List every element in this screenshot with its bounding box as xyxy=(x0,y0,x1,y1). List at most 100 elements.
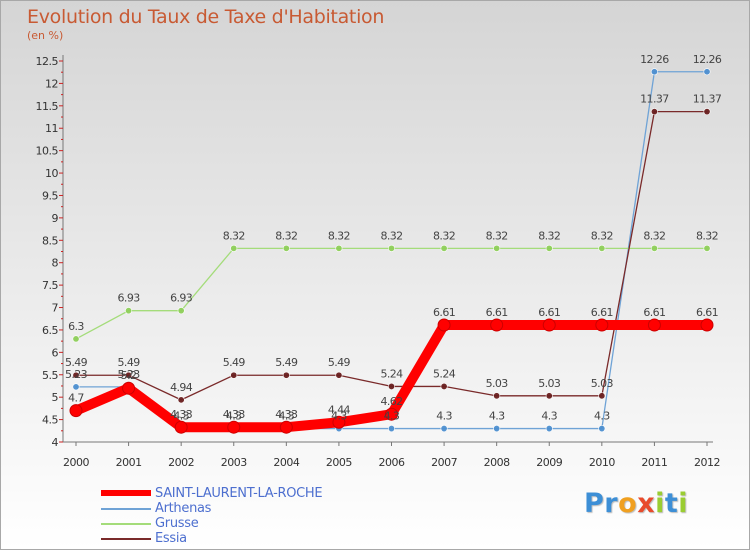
data-point xyxy=(493,392,501,400)
data-point xyxy=(647,318,661,332)
data-label: 4.3 xyxy=(173,410,189,423)
data-label: 8.32 xyxy=(328,229,350,242)
y-tick-label: 11.5 xyxy=(36,100,59,113)
legend-swatch-saint-laurent xyxy=(101,490,151,496)
data-label: 8.32 xyxy=(696,229,718,242)
data-label: 5.49 xyxy=(275,356,298,369)
data-label: 11.37 xyxy=(640,93,669,106)
logo-letter: P xyxy=(584,488,605,519)
data-point xyxy=(703,244,711,252)
data-label: 6.61 xyxy=(591,306,613,319)
data-point xyxy=(493,425,501,433)
chart-title: Evolution du Taux de Taxe d'Habitation xyxy=(27,6,385,28)
data-point xyxy=(122,381,136,395)
data-point xyxy=(598,244,606,252)
data-label: 8.32 xyxy=(486,229,508,242)
data-point xyxy=(598,392,606,400)
data-point xyxy=(72,371,80,379)
data-point xyxy=(595,318,609,332)
y-tick-label: 5.5 xyxy=(42,369,58,382)
data-label: 4.3 xyxy=(384,410,400,423)
data-label: 5.24 xyxy=(380,367,403,380)
data-point xyxy=(72,335,80,343)
data-label: 4.3 xyxy=(541,410,557,423)
data-label: 4.3 xyxy=(436,410,452,423)
data-label: 4.62 xyxy=(380,395,402,408)
y-tick-label: 4.5 xyxy=(42,414,58,427)
data-label: 6.3 xyxy=(68,320,84,333)
data-point xyxy=(125,307,133,315)
data-label: 4.3 xyxy=(331,410,347,423)
data-point xyxy=(332,415,346,429)
data-point xyxy=(335,371,343,379)
legend-swatch-essia xyxy=(101,538,151,540)
y-tick-label: 6 xyxy=(52,346,59,359)
y-tick-label: 9 xyxy=(52,212,59,225)
data-label: 6.61 xyxy=(433,306,455,319)
data-label: 6.93 xyxy=(118,292,141,305)
legend-label-saint-laurent: SAINT-LAURENT-LA-ROCHE xyxy=(155,486,323,501)
y-tick-label: 9.5 xyxy=(42,189,58,202)
x-tick-label: 2009 xyxy=(536,456,562,469)
data-point xyxy=(703,108,711,116)
data-point xyxy=(387,425,395,433)
data-point xyxy=(279,420,293,434)
data-label: 5.49 xyxy=(223,356,246,369)
data-point xyxy=(598,425,606,433)
data-label: 5.03 xyxy=(486,377,509,390)
x-tick-label: 2010 xyxy=(589,456,615,469)
data-point xyxy=(650,108,658,116)
data-label: 8.32 xyxy=(433,229,455,242)
data-label: 4.33 xyxy=(223,408,246,421)
x-tick-label: 2003 xyxy=(221,456,247,469)
data-label: 5.49 xyxy=(118,356,141,369)
y-tick-label: 4 xyxy=(52,436,59,449)
data-label: 5.23 xyxy=(65,368,88,381)
data-label: 12.26 xyxy=(640,53,669,66)
logo-letter: i xyxy=(678,488,689,519)
data-point xyxy=(69,404,83,418)
chart-subtitle: (en %) xyxy=(27,29,64,42)
data-point xyxy=(700,318,714,332)
x-tick-label: 2011 xyxy=(641,456,667,469)
legend-swatch-grusse xyxy=(101,523,151,525)
x-tick-label: 2000 xyxy=(63,456,89,469)
logo-letter: o xyxy=(618,488,638,519)
data-point xyxy=(650,68,658,76)
y-tick-label: 12 xyxy=(45,77,58,90)
legend-label-grusse: Grusse xyxy=(155,516,199,531)
logo-letter: t xyxy=(664,488,679,519)
data-point xyxy=(227,420,241,434)
data-label: 6.61 xyxy=(643,306,665,319)
logo-letter: r xyxy=(604,488,619,519)
data-point xyxy=(72,383,80,391)
data-point xyxy=(385,407,398,421)
x-tick-label: 2002 xyxy=(168,456,194,469)
proxiti-logo: Proxiti xyxy=(584,488,688,519)
data-label: 6.93 xyxy=(170,292,193,305)
data-label: 4.44 xyxy=(328,403,351,416)
data-point xyxy=(703,68,711,76)
data-label: 8.32 xyxy=(275,229,297,242)
x-tick-label: 2008 xyxy=(484,456,510,469)
data-label: 4.3 xyxy=(489,410,505,423)
data-point xyxy=(125,371,133,379)
legend-swatch-arthenas xyxy=(101,508,151,510)
x-tick-label: 2001 xyxy=(116,456,142,469)
data-point xyxy=(282,371,290,379)
data-label: 4.33 xyxy=(170,408,193,421)
data-point xyxy=(545,425,553,433)
data-label: 11.37 xyxy=(693,93,722,106)
data-label: 4.3 xyxy=(594,410,610,423)
data-point xyxy=(650,244,658,252)
data-point xyxy=(387,382,395,390)
data-point xyxy=(177,396,185,404)
data-label: 8.32 xyxy=(591,229,613,242)
y-tick-label: 6.5 xyxy=(42,324,58,337)
data-label: 4.7 xyxy=(68,392,84,405)
data-point xyxy=(493,244,501,252)
y-tick-label: 10 xyxy=(45,167,58,180)
y-tick-label: 8.5 xyxy=(42,234,58,247)
data-label: 6.61 xyxy=(538,306,560,319)
data-label: 5.03 xyxy=(591,377,614,390)
